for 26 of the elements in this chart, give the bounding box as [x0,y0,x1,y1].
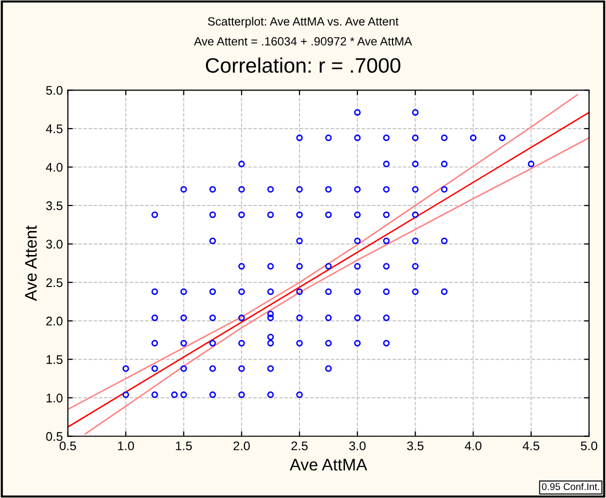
y-tick-label: 3.5 [46,201,62,210]
x-tick-label: 4.5 [522,442,540,450]
y-tick-label: 5.0 [46,86,63,95]
x-tick-label: 2.5 [291,441,308,450]
x-tick-label: 0.5 [60,441,76,450]
y-tick-label: 2.5 [46,278,62,288]
y-tick-label: 1.5 [46,355,62,364]
y-tick-label: 2.0 [46,316,63,326]
y-axis-title: Ave Attent [25,225,37,301]
chart-title: Scatterplot: Ave AttMA vs. Ave Attent [208,16,399,28]
x-tick-label: 3.0 [349,441,366,450]
x-tick-label: 5.0 [580,441,598,450]
y-tick-label: 4.0 [46,162,63,172]
text: Correlation: r = .7000 [206,58,400,73]
y-tick-label: 4.5 [46,124,62,134]
y-tick-label: 0.5 [46,432,62,441]
y-tick-label: 1.0 [46,394,63,402]
text: 0.95 Conf.Int. [542,482,600,490]
x-tick-label: 2.0 [234,441,250,450]
x-tick-label: 3.5 [407,441,424,450]
x-axis-title: Ave AttMA [290,458,368,471]
chart-subtitle: Ave Attent = .16034 + .90972 * Ave AttMA [194,37,412,46]
x-tick-label: 1.5 [176,442,192,450]
x-tick-label: 4.0 [464,441,482,450]
y-tick-label: 3.0 [46,240,63,249]
x-tick-label: 1.0 [118,441,134,450]
